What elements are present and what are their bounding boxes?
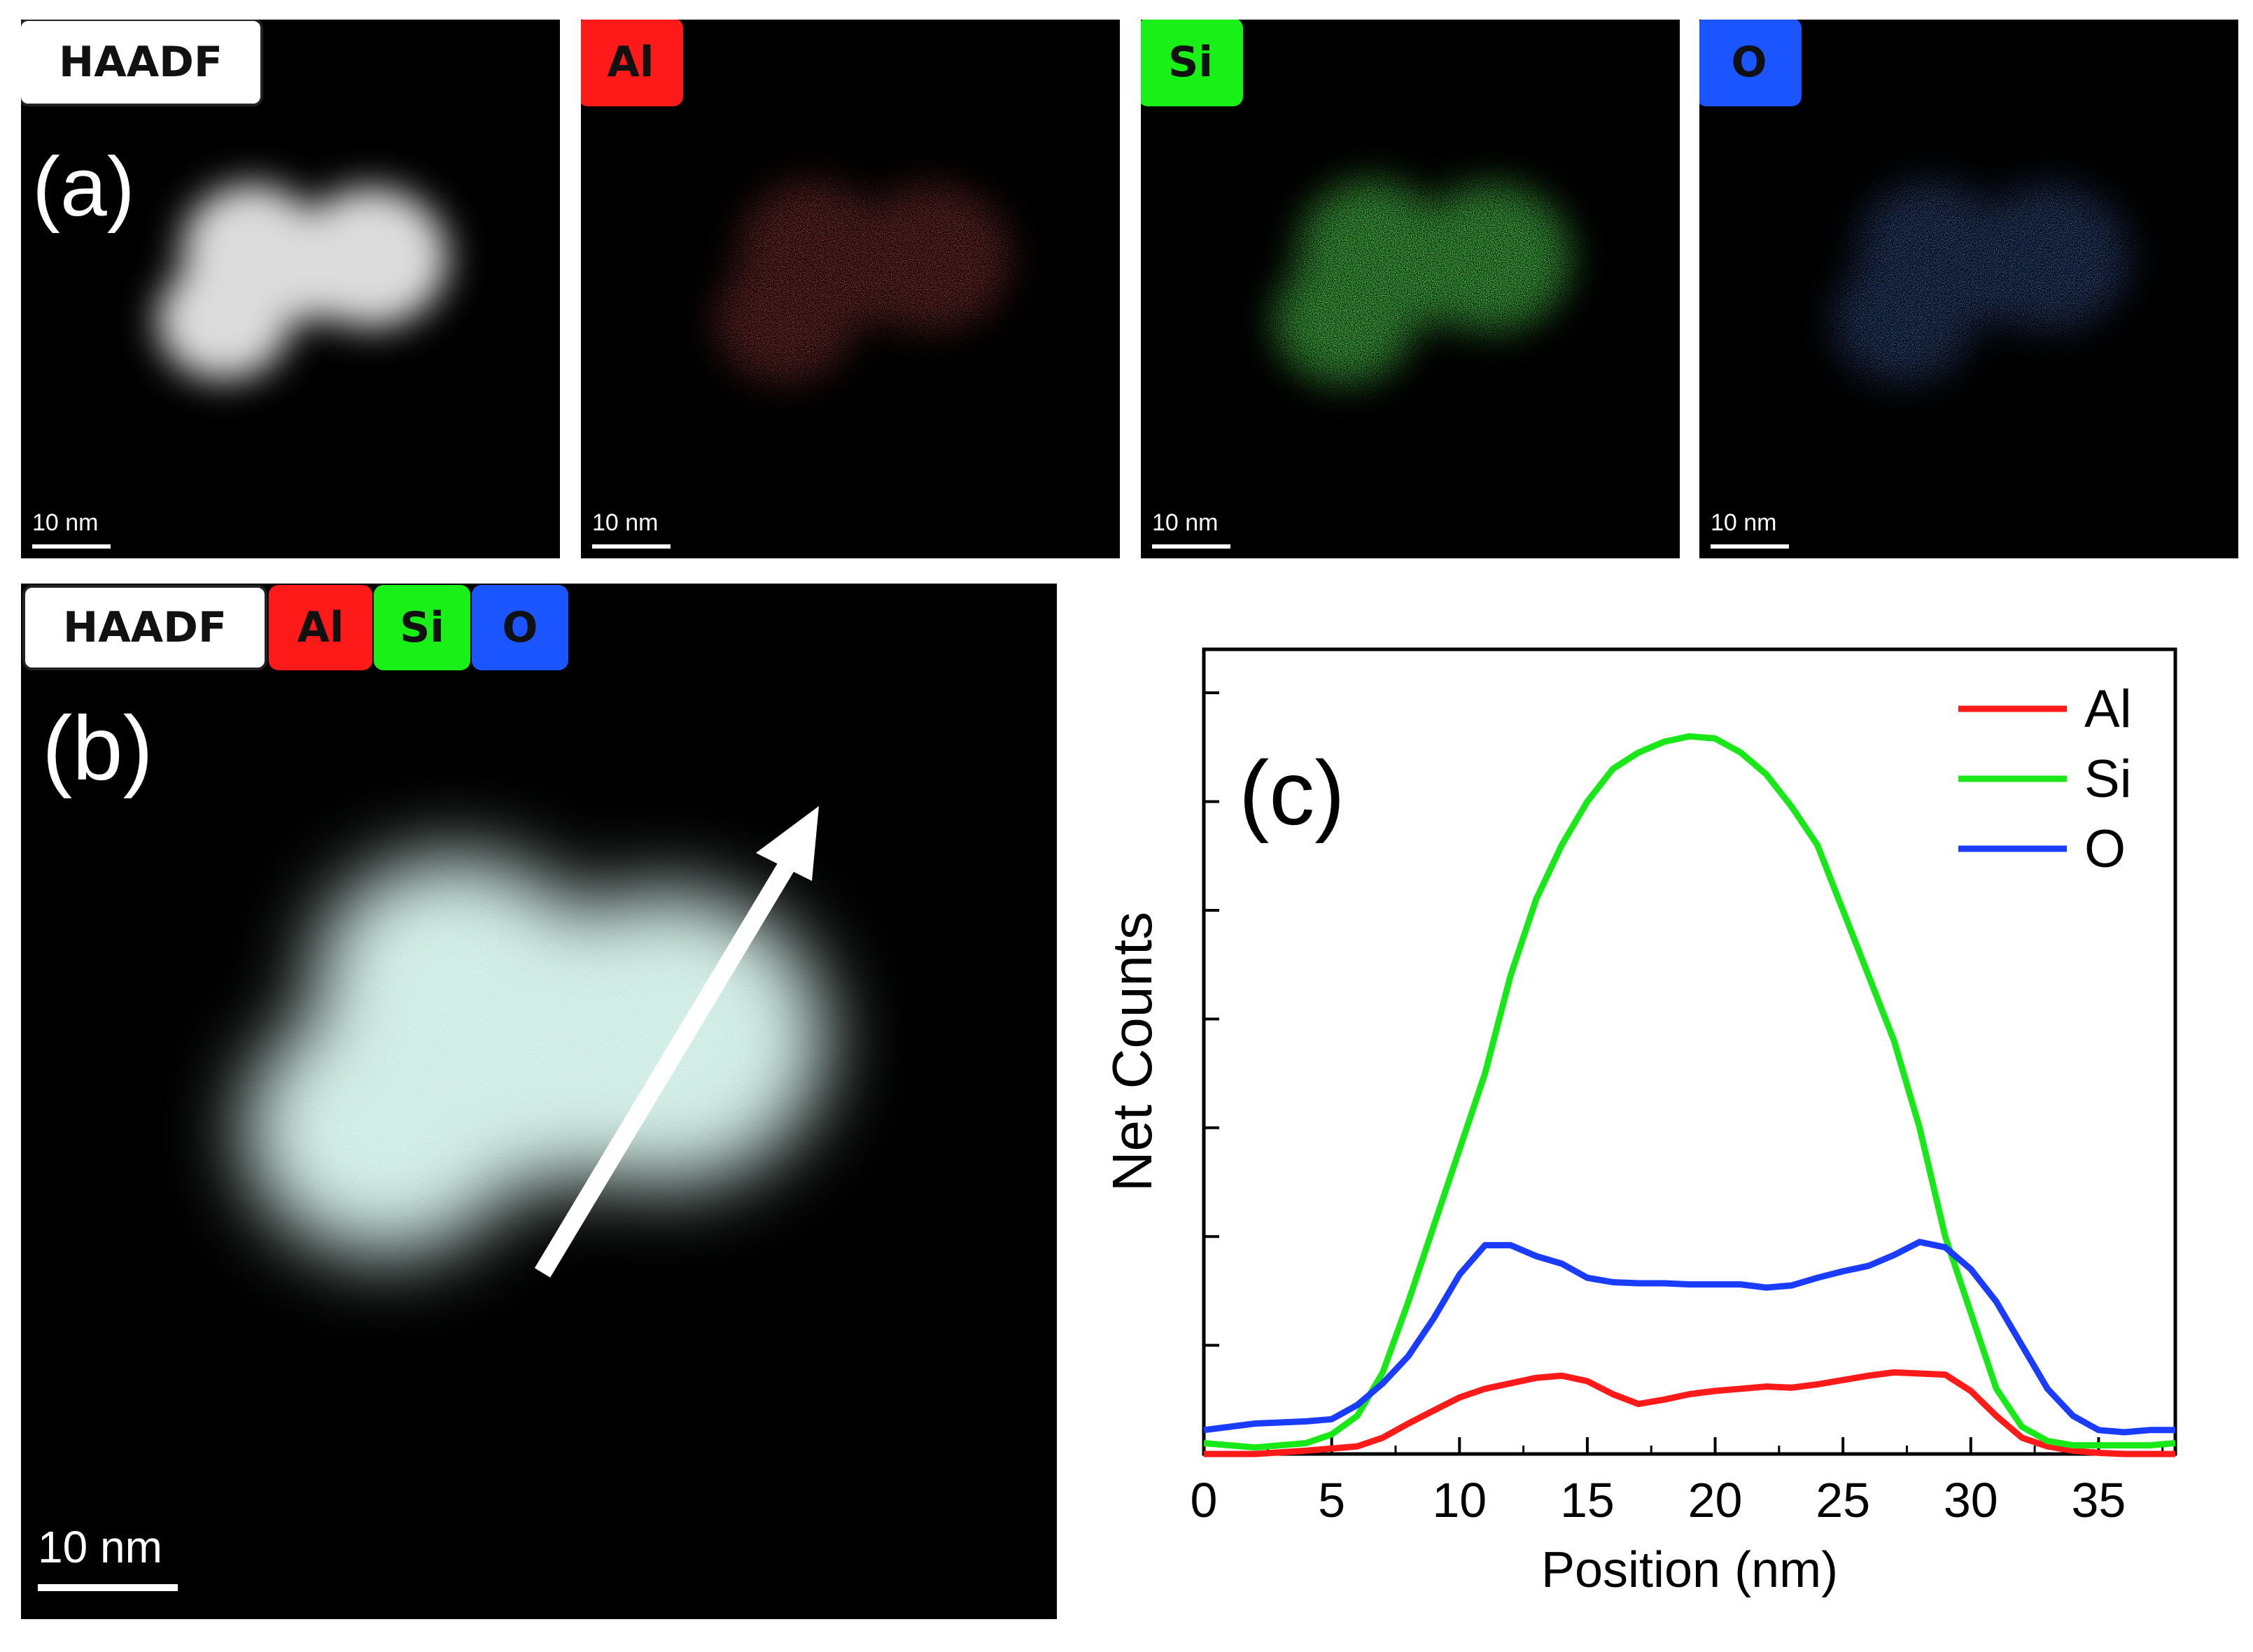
legend-label: Si [2084, 749, 2132, 809]
legend-label: Al [2084, 679, 2132, 739]
x-tick-label: 0 [1191, 1473, 1218, 1527]
plot-frame [1202, 647, 2177, 1456]
haadf-map: HAADF (a) 10 nm [21, 20, 560, 558]
scale-bar-label: 10 nm [38, 1522, 162, 1572]
series-line-o [1203, 1238, 2175, 1436]
haadf-image [157, 184, 448, 380]
si-image [1141, 20, 1680, 558]
panel-label-a: (a) [32, 140, 135, 234]
o-image [1699, 20, 2238, 558]
o-map: O 10 nm [1699, 20, 2238, 558]
overlay-tag-o: O [472, 585, 568, 670]
map-tag: O [1699, 20, 1802, 106]
scale-bar-line [1152, 544, 1230, 549]
x-tick-label: 10 [1432, 1473, 1487, 1527]
scale-bar-label: 10 nm [1711, 509, 1777, 536]
scale-bar-line [38, 1584, 178, 1591]
y-axis-label: Net Counts [1101, 912, 1163, 1192]
scale-bar-line [32, 544, 111, 549]
x-tick-label: 35 [2071, 1473, 2126, 1527]
si-map: Si 10 nm [1141, 20, 1680, 558]
overlay-tag-si: Si [374, 585, 470, 670]
line-scan-arrow [534, 806, 819, 1278]
scale-bar: 10 nm [592, 509, 671, 551]
map-tag: Si [1141, 20, 1243, 106]
scale-bar: 10 nm [1711, 509, 1789, 551]
scale-bar: 10 nm [1152, 509, 1230, 551]
scale-bar-line [592, 544, 671, 549]
scale-bar: 10 nm [38, 1521, 178, 1598]
scale-bar: 10 nm [32, 509, 111, 551]
x-tick-label: 30 [1944, 1473, 1998, 1527]
overlay-tag-al: Al [269, 585, 372, 670]
x-tick-label: 25 [1816, 1473, 1870, 1527]
line-profile-chart: 0 5 10 15 20 25 30 35 Net Counts Position (nm) … [1101, 647, 2177, 1598]
scale-bar-label: 10 nm [1152, 509, 1219, 536]
legend-label: O [2084, 819, 2126, 879]
x-tick-label: 15 [1560, 1473, 1615, 1527]
x-tick-label: 20 [1688, 1473, 1743, 1527]
map-tag: Al [581, 20, 683, 106]
panel-label-c: (c) [1239, 742, 1345, 844]
x-axis-label: Position (nm) [1541, 1542, 1838, 1598]
panel-c-chart: 0 5 10 15 20 25 30 35 Net Counts Position (nm) … [1092, 616, 2253, 1609]
al-map: Al 10 nm [581, 20, 1120, 558]
map-tag: HAADF [21, 20, 263, 106]
panel-b-overlay: HAADF Al Si O (b) 10 nm [21, 584, 1057, 1619]
series-line-si [1203, 733, 2176, 1451]
al-image [581, 20, 1120, 558]
scale-bar-label: 10 nm [32, 509, 99, 536]
overlay-tag-haadf: HAADF [22, 585, 267, 670]
scale-bar-line [1711, 544, 1789, 549]
series-line-al [1204, 1369, 2175, 1457]
scale-bar-label: 10 nm [592, 509, 659, 536]
x-tick-label: 5 [1318, 1473, 1345, 1527]
panel-label-b: (b) [42, 697, 153, 799]
chart-legend: Al Si O [1958, 679, 2132, 879]
overlay-image [21, 584, 1057, 1619]
